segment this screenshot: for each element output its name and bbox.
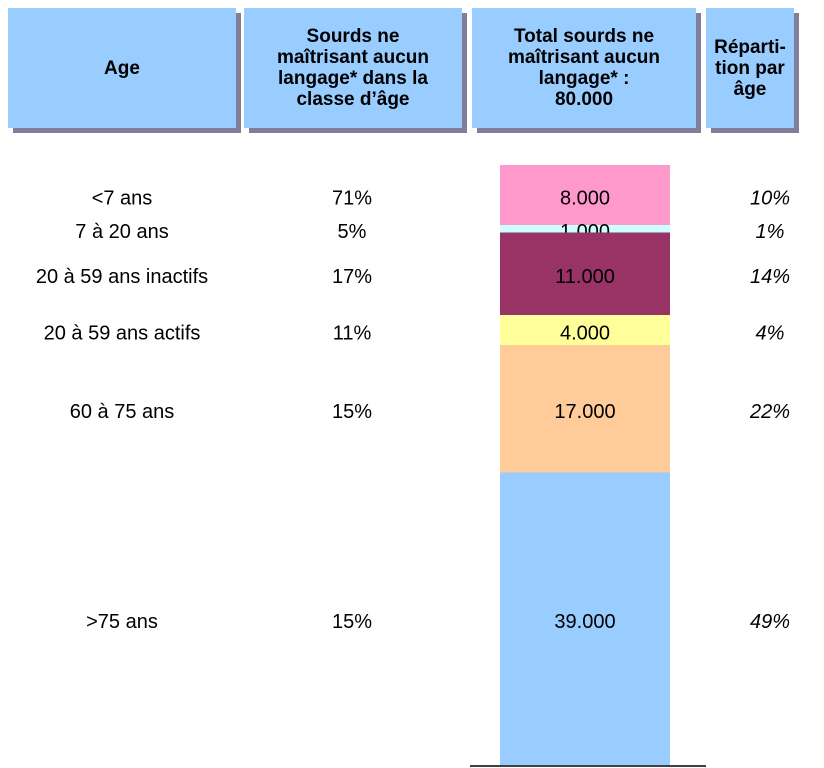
category-label: <7 ans [92,187,153,209]
share-label: 11% [333,322,372,344]
category-label: 20 à 59 ans actifs [44,322,201,344]
distribution-label: 14% [750,266,790,288]
header-cell: Sourds ne maîtrisant aucun langage* dans l… [244,8,462,128]
header-line: classe d’âge [296,89,410,110]
header-line: 80.000 [554,89,614,110]
header-line: maîtrisant aucun [276,47,430,68]
header-line: langage* dans la [278,68,428,89]
value-label: 4.000 [560,322,610,344]
header-line: Total sourds ne [513,26,655,47]
bar-segment [500,472,670,765]
header-line: langage* : [538,68,630,89]
category-label: 60 à 75 ans [70,401,175,423]
share-label: 15% [332,401,372,423]
value-label: 11.000 [555,266,615,288]
header-line: Réparti- [714,36,786,58]
value-label: 8.000 [560,187,610,209]
bar-segment [500,345,670,473]
bar-segment [500,232,670,315]
distribution-label: 10% [750,187,790,209]
category-label: 20 à 59 ans inactifs [36,266,208,288]
share-label: 71% [332,187,372,209]
distribution-label: 4% [756,322,785,344]
header-line: âge [733,78,767,100]
header-cell: Réparti-tion par âge [706,8,794,128]
bar-segment [500,315,670,345]
bar-segment [500,165,670,225]
share-label: 5% [338,221,367,243]
distribution-label: 49% [750,611,790,633]
share-label: 17% [332,266,372,288]
category-label: 7 à 20 ans [75,221,168,243]
header-cell: Total sourds ne maîtrisant aucun langage* … [472,8,696,128]
header-cell: Age [8,8,236,128]
header-line: tion par [715,57,785,79]
distribution-label: 1% [756,221,785,243]
distribution-label: 22% [749,401,790,423]
value-label: 39.000 [554,611,615,633]
header-line: Sourds ne [306,26,400,47]
share-label: 15% [332,611,372,633]
header-line: maîtrisant aucun [507,47,661,68]
category-label: >75 ans [86,611,158,633]
bar-segment [500,225,670,233]
header-line: Age [104,57,140,79]
value-label: 17.000 [554,401,615,423]
